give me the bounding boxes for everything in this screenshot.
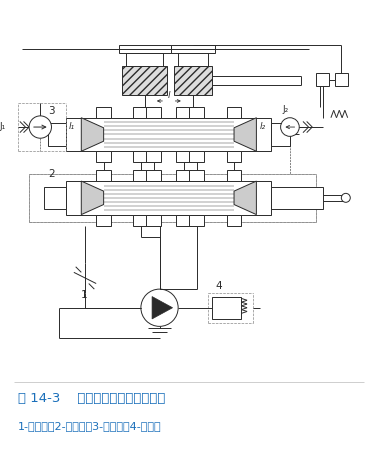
Text: J₁: J₁ [0,122,6,131]
Bar [29,174,316,222]
Bar [227,215,242,226]
Text: l₂: l₂ [260,122,266,131]
Bar [176,106,191,118]
Bar [147,151,161,162]
Text: 1: 1 [81,290,88,300]
Bar [227,170,242,181]
Bar [189,151,204,162]
Bar [178,52,208,66]
Bar [189,215,204,226]
Bar [126,52,163,66]
Bar [316,73,329,86]
Bar [335,73,348,86]
Bar [271,123,290,146]
Polygon shape [152,297,173,319]
Text: 1-节流阀；2-先导阀；3-换向阀；4-溢流阀: 1-节流阀；2-先导阀；3-换向阀；4-溢流阀 [18,421,162,431]
Bar [48,123,66,146]
Text: 4: 4 [215,281,222,291]
Bar [133,215,148,226]
Polygon shape [234,118,256,151]
Bar [176,215,191,226]
Polygon shape [234,181,256,215]
Text: J₂: J₂ [282,105,289,114]
Bar [227,151,242,162]
Bar [147,215,161,226]
Polygon shape [81,118,104,151]
Bar [122,66,167,95]
Bar [96,151,111,162]
Bar [66,118,271,151]
Text: 图 14-3    时间控制制动式换向回路: 图 14-3 时间控制制动式换向回路 [18,392,166,404]
Bar [44,187,66,209]
Text: 3: 3 [48,106,54,116]
Text: l₁: l₁ [68,122,74,131]
Bar [189,170,204,181]
Circle shape [141,289,178,326]
Bar [96,215,111,226]
Bar [147,106,161,118]
Text: l: l [168,91,170,100]
Bar [189,106,204,118]
Bar [175,66,211,95]
Circle shape [341,193,350,202]
Circle shape [280,118,299,136]
Bar [227,106,242,118]
Polygon shape [81,181,104,215]
Bar [118,45,171,52]
Text: 2: 2 [48,169,54,179]
Bar [211,297,242,319]
Bar [176,151,191,162]
Bar [171,45,215,52]
Bar [96,170,111,181]
Circle shape [29,116,52,138]
Bar [133,151,148,162]
Bar [147,170,161,181]
Bar [96,106,111,118]
Bar [66,181,271,215]
Bar [176,170,191,181]
Bar [133,170,148,181]
Bar [133,106,148,118]
Bar [271,187,323,209]
